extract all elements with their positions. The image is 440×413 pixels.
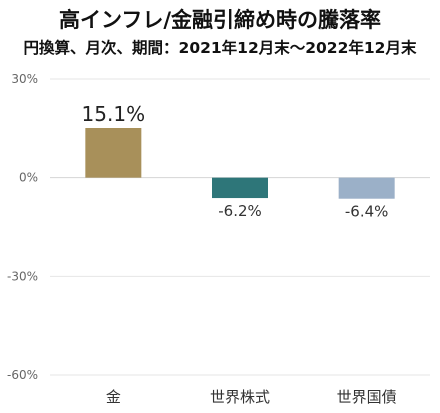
bar-value-label: -6.4%	[345, 203, 389, 221]
y-tick-label: 0%	[19, 171, 38, 185]
x-category-label: 世界国債	[337, 388, 397, 406]
bar-value-label: -6.2%	[218, 202, 262, 220]
y-tick-label: 30%	[11, 72, 38, 86]
y-tick-label: -30%	[7, 269, 38, 283]
chart-title: 高インフレ/金融引締め時の騰落率	[58, 8, 382, 32]
bar	[212, 177, 268, 199]
x-category-label: 世界株式	[210, 388, 270, 406]
bar	[338, 177, 395, 199]
bar-value-label: 15.1%	[82, 102, 146, 126]
x-category-label: 金	[106, 388, 121, 406]
bar	[85, 128, 142, 178]
chart-subtitle: 円換算、月次、期間：2021年12月末〜2022年12月末	[23, 39, 417, 57]
y-tick-label: -60%	[7, 368, 38, 382]
